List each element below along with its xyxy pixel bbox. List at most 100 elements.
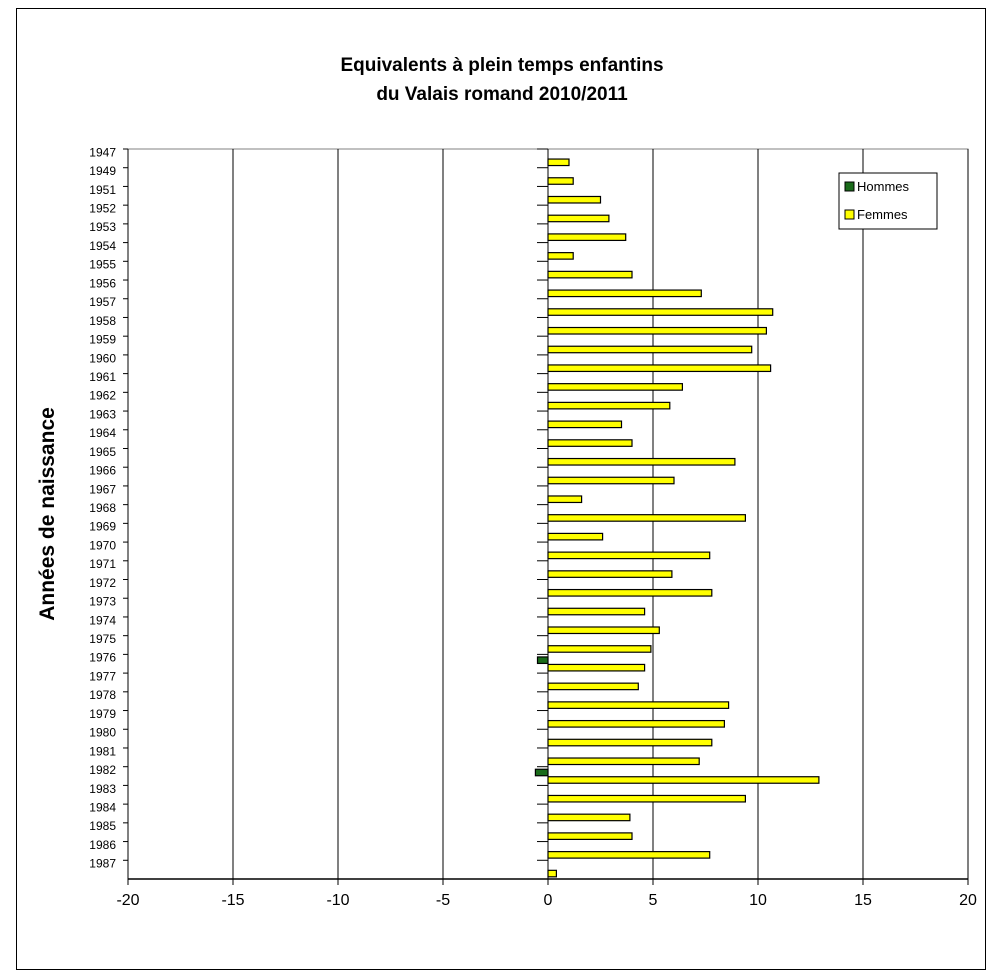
y-tick-label: 1986 (89, 838, 116, 852)
legend-label-hommes: Hommes (857, 179, 910, 194)
y-tick-label: 1958 (89, 314, 116, 328)
y-tick-label: 1977 (89, 669, 116, 683)
y-tick-label: 1967 (89, 482, 116, 496)
y-tick-label: 1980 (89, 726, 116, 740)
y-tick-label: 1985 (89, 819, 116, 833)
bar-femmes-1982 (547, 776, 820, 784)
y-tick-label: 1949 (89, 164, 116, 178)
bar-femmes-1963 (547, 420, 623, 429)
y-tick-label: 1965 (89, 445, 116, 459)
bar-femmes-1973 (547, 607, 646, 616)
bar-femmes-1951 (547, 195, 602, 204)
bar-femmes-1957 (547, 308, 774, 316)
y-tick-label: 1960 (89, 351, 116, 365)
bar-femmes-1959 (547, 345, 753, 354)
y-tick-label: 1955 (89, 258, 116, 272)
y-tick-label: 1964 (89, 426, 116, 440)
y-tick-label: 1987 (89, 857, 116, 871)
bar-femmes-1958 (547, 326, 767, 335)
chart: Equivalents à plein temps enfantins du V… (36, 55, 977, 909)
x-tick-label: 15 (854, 892, 872, 909)
y-tick-label: 1975 (89, 632, 116, 646)
y-tick-label: 1971 (89, 557, 116, 571)
bar-femmes-1986 (547, 851, 711, 859)
y-tick-label: 1969 (89, 520, 116, 534)
y-tick-label: 1966 (89, 464, 116, 478)
bar-femmes-1952 (547, 214, 610, 223)
bar-femmes-1980 (547, 738, 713, 747)
bar-femmes-1960 (547, 364, 772, 373)
bar-femmes-1971 (547, 570, 673, 578)
bar-femmes-1976 (547, 663, 646, 672)
y-axis-label: Années de naissance (36, 407, 59, 621)
bar-femmes-1967 (547, 495, 583, 504)
y-tick-label: 1947 (89, 145, 116, 159)
bar-femmes-1955 (547, 270, 633, 279)
x-tick-label: 5 (649, 892, 658, 909)
y-tick-label: 1974 (89, 613, 116, 627)
y-tick-label: 1978 (89, 688, 116, 702)
bar-hommes-1976 (536, 656, 549, 665)
bar-femmes-1985 (547, 832, 633, 840)
y-tick-label: 1976 (89, 651, 116, 665)
chart-title-line-1: Equivalents à plein temps enfantins (340, 55, 663, 76)
y-tick-label: 1982 (89, 763, 116, 777)
bar-femmes-1981 (547, 757, 700, 766)
chart-frame: Equivalents à plein temps enfantins du V… (16, 8, 986, 970)
y-tick-label: 1968 (89, 501, 116, 515)
y-tick-label: 1972 (89, 576, 116, 590)
bar-femmes-1953 (547, 233, 627, 242)
x-tick-label: -15 (221, 892, 244, 909)
bar-femmes-1964 (547, 439, 633, 447)
legend: Hommes Femmes (838, 172, 938, 230)
y-tick-label: 1952 (89, 202, 116, 216)
bar-femmes-1987 (547, 869, 557, 878)
x-tick-label: 20 (959, 892, 977, 909)
legend-swatch-femmes (844, 209, 855, 220)
y-tick-label: 1984 (89, 800, 116, 814)
y-tick-label: 1973 (89, 595, 116, 609)
bar-femmes-1969 (547, 532, 604, 541)
bar-femmes-1956 (547, 289, 702, 298)
y-tick-label: 1954 (89, 239, 116, 253)
y-tick-label: 1961 (89, 370, 116, 384)
y-tick-label: 1956 (89, 276, 116, 290)
bar-femmes-1966 (547, 476, 675, 485)
y-tick-label: 1981 (89, 744, 116, 758)
bar-femmes-1978 (547, 701, 730, 709)
bar-femmes-1972 (547, 588, 713, 597)
bar-femmes-1983 (547, 794, 746, 803)
x-tick-label: 10 (749, 892, 767, 909)
bar-femmes-1974 (547, 626, 660, 635)
legend-box (838, 172, 938, 230)
chart-title-line-2: du Valais romand 2010/2011 (376, 84, 628, 105)
y-tick-label: 1963 (89, 407, 116, 421)
legend-label-femmes: Femmes (857, 207, 908, 222)
y-tick-label: 1979 (89, 707, 116, 721)
y-tick-label: 1957 (89, 295, 116, 309)
bar-femmes-1962 (547, 401, 671, 410)
bar-femmes-1979 (547, 719, 725, 728)
bar-femmes-1947 (547, 158, 570, 167)
bar-femmes-1970 (547, 551, 711, 560)
bar-femmes-1984 (547, 813, 631, 822)
x-tick-label: 0 (544, 892, 553, 909)
bar-femmes-1965 (547, 457, 736, 466)
bar-femmes-1961 (547, 383, 683, 391)
bar-femmes-1975 (547, 645, 652, 653)
y-tick-label: 1959 (89, 333, 116, 347)
y-tick-label: 1951 (89, 183, 116, 197)
bar-femmes-1968 (547, 514, 746, 522)
y-tick-label: 1970 (89, 538, 116, 552)
bar-femmes-1954 (547, 252, 574, 260)
y-tick-label: 1962 (89, 389, 116, 403)
x-tick-label: -10 (326, 892, 349, 909)
x-tick-label: -20 (116, 892, 139, 909)
y-tick-label: 1983 (89, 782, 116, 796)
bar-hommes-1982 (534, 768, 549, 777)
legend-swatch-hommes (844, 181, 855, 192)
y-tick-label: 1953 (89, 220, 116, 234)
x-tick-label: -5 (436, 892, 450, 909)
bar-femmes-1949 (547, 177, 574, 185)
bar-femmes-1977 (547, 682, 639, 691)
